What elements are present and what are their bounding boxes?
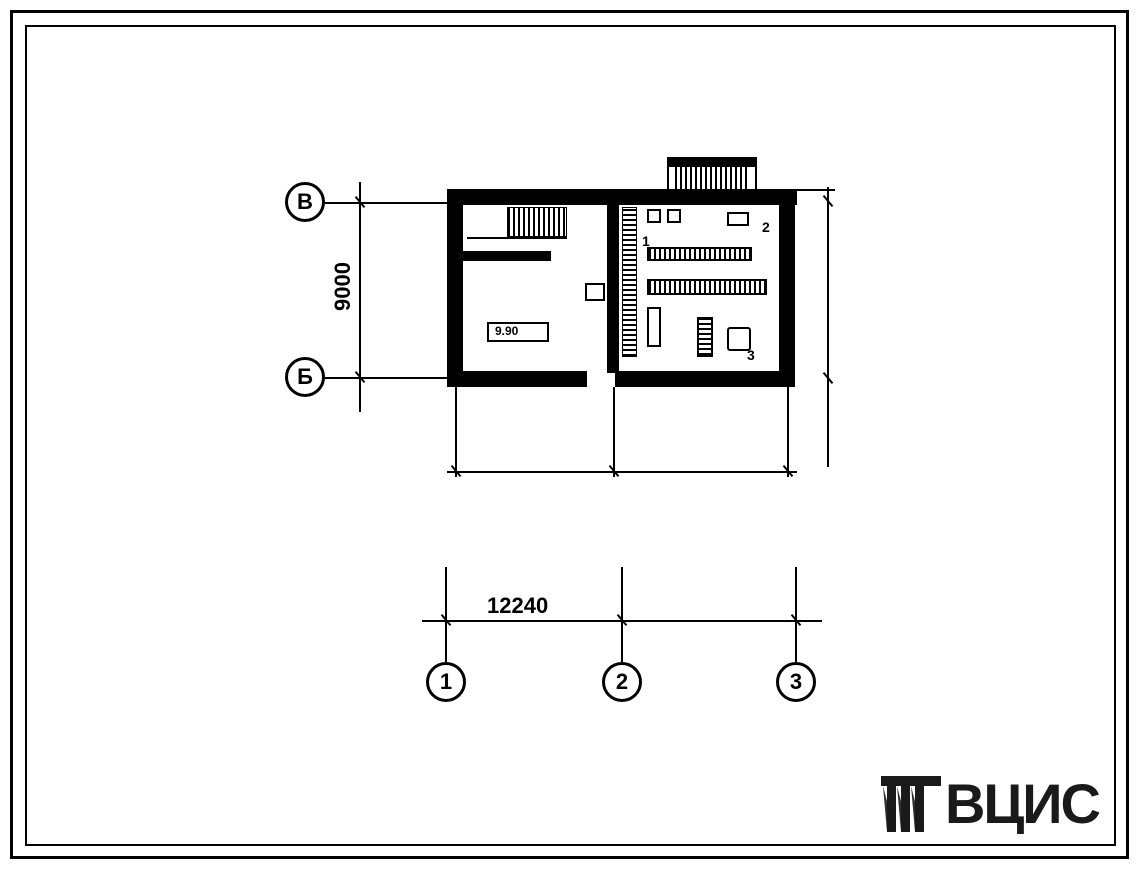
grid-line-3: [795, 567, 797, 662]
dim-width: 12240: [487, 593, 548, 619]
grid-bubble-b: Б: [285, 357, 325, 397]
ext-tick: [795, 189, 835, 191]
drawing-canvas: В Б 9000: [27, 27, 1114, 844]
appliance: [697, 317, 713, 357]
stair-left: [507, 207, 567, 237]
corridor-hatch: [622, 207, 637, 357]
appliance: [647, 307, 661, 347]
fixture-hatch: [649, 281, 765, 293]
wall-partition-v: [607, 203, 619, 373]
room-number: 2: [762, 219, 770, 235]
wall-bottom-right: [615, 371, 795, 387]
logo-text: ВЦИС: [945, 771, 1099, 836]
fixture: [647, 247, 752, 261]
fixture: [647, 279, 767, 295]
roof-element: [667, 157, 757, 167]
roof-side: [667, 157, 669, 189]
grid-bubble-3: 3: [776, 662, 816, 702]
ext-line: [613, 387, 615, 477]
fixture-hatch: [649, 249, 750, 259]
ext-baseline: [447, 471, 797, 473]
appliance: [667, 209, 681, 223]
grid-label: Б: [297, 364, 313, 390]
grid-bubble-1: 1: [426, 662, 466, 702]
grid-leader: [325, 377, 450, 379]
hatch: [699, 319, 711, 355]
wall-left: [447, 189, 463, 387]
outer-frame: В Б 9000: [10, 10, 1129, 859]
wall-stub: [461, 251, 551, 261]
roof-side: [755, 157, 757, 189]
wall-bottom-left: [447, 371, 587, 387]
inner-frame: В Б 9000: [25, 25, 1116, 846]
logo-icon: [881, 776, 941, 832]
grid-leader: [325, 202, 450, 204]
grid-bubble-2: 2: [602, 662, 642, 702]
appliance: [727, 212, 749, 226]
ext-line: [787, 387, 789, 477]
appliance: [647, 209, 661, 223]
ext-line-right: [827, 187, 829, 467]
logo: ВЦИС: [881, 771, 1099, 836]
door-element: [585, 283, 605, 301]
grid-label: 2: [616, 669, 628, 695]
wall-right: [779, 189, 795, 387]
roof-hatch: [675, 167, 749, 189]
wall-top: [447, 189, 797, 205]
room-number: 3: [747, 347, 755, 363]
fixture-label: 9.90: [495, 324, 518, 338]
grid-line-2: [621, 567, 623, 662]
grid-bubble-v: В: [285, 182, 325, 222]
grid-label: 3: [790, 669, 802, 695]
room-number: 1: [642, 233, 650, 249]
grid-line-1: [445, 567, 447, 662]
grid-label: В: [297, 189, 313, 215]
grid-label: 1: [440, 669, 452, 695]
stair-line: [467, 237, 567, 239]
dim-height: 9000: [330, 262, 356, 311]
ext-line: [455, 387, 457, 477]
